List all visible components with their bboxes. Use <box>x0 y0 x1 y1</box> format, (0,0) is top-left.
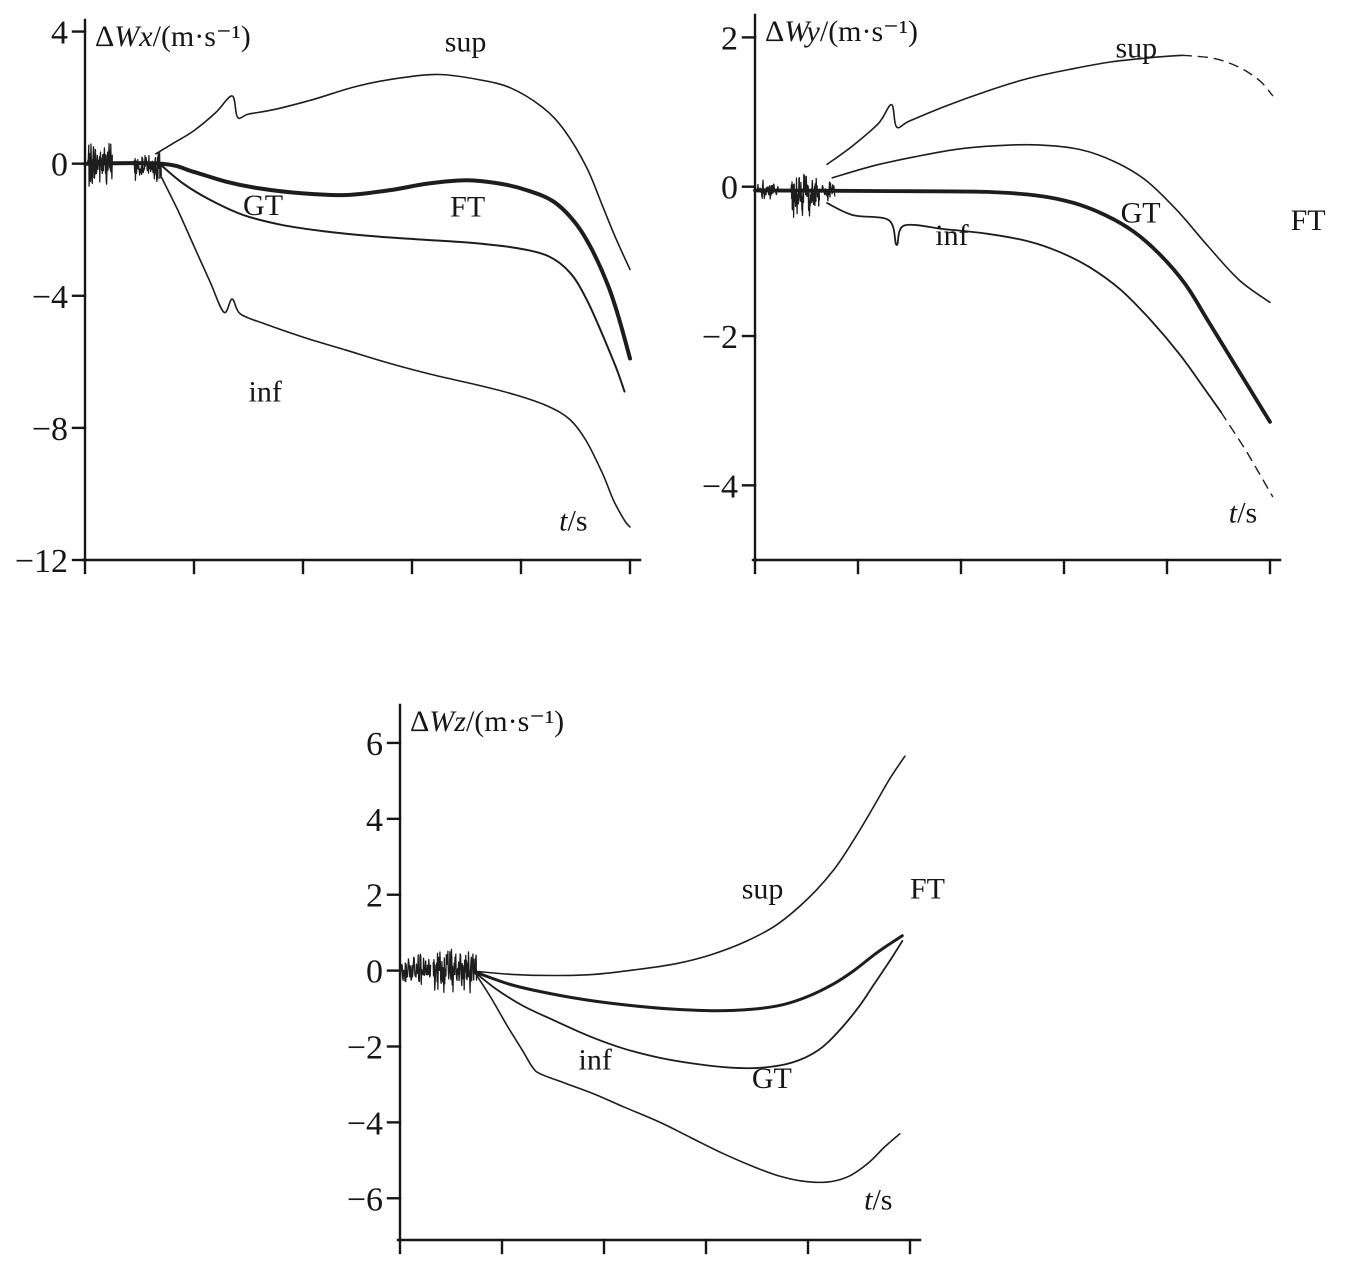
chart-delta-wy: 2 0 −2 −4 ΔWy/(m·s⁻¹) t/s sup inf GT FT <box>700 0 1347 620</box>
curve-label-ft: FT <box>450 191 485 224</box>
y-axis-title: ΔWy/(m·s⁻¹) <box>765 15 918 48</box>
y-tick-label: 2 <box>366 878 383 915</box>
series-GT <box>83 161 632 361</box>
y-tick-label: −2 <box>702 319 738 356</box>
curve-label-inf: inf <box>579 1043 612 1076</box>
curve-label-ft: FT <box>1291 204 1326 237</box>
y-tick-label: −4 <box>32 279 68 316</box>
x-axis-label: t/s <box>1229 497 1257 530</box>
series-mid <box>831 143 1271 304</box>
curve-label-ft: FT <box>910 873 945 906</box>
y-tick-label: 4 <box>366 802 383 839</box>
curve-label-inf: inf <box>249 375 282 408</box>
y-tick-label: 6 <box>366 726 383 763</box>
noise-burst <box>756 179 779 200</box>
series-sup <box>475 755 906 977</box>
chart-delta-wy-svg: 2 0 −2 −4 ΔWy/(m·s⁻¹) t/s sup inf GT FT <box>702 13 1326 575</box>
y-tick-label: −4 <box>702 468 738 505</box>
noise-burst <box>87 142 113 187</box>
y-tick-label: −12 <box>15 543 68 580</box>
y-tick-label: −8 <box>32 411 68 448</box>
series-sup <box>826 54 1184 166</box>
y-tick-label: 0 <box>366 954 383 991</box>
series-inf <box>826 202 1222 414</box>
series-GT <box>753 188 1272 424</box>
noise-burst <box>821 181 836 202</box>
noise-burst <box>432 948 478 994</box>
noise-burst <box>133 152 162 183</box>
series-sup <box>155 73 631 271</box>
y-tick-label: 0 <box>51 147 68 184</box>
chart-delta-wx: 4 0 −4 −8 −12 ΔWx/(m·s⁻¹) t/s sup GT FT inf <box>0 0 660 620</box>
x-axis-label: t/s <box>559 504 587 537</box>
y-tick-label: −2 <box>347 1029 383 1066</box>
curve-label-sup: sup <box>1116 32 1158 65</box>
series-inf-tail <box>1220 411 1274 498</box>
series-GT <box>475 940 904 1070</box>
y-tick-label: 0 <box>721 170 738 207</box>
y-tick-label: 2 <box>721 20 738 57</box>
noise-burst <box>790 173 821 218</box>
chart-delta-wx-svg: 4 0 −4 −8 −12 ΔWx/(m·s⁻¹) t/s sup GT FT inf <box>15 15 642 580</box>
curve-label-gt: GT <box>752 1062 792 1095</box>
y-tick-label: −4 <box>347 1105 383 1142</box>
noise-burst <box>399 953 432 985</box>
x-axis-label: t/s <box>864 1184 892 1217</box>
chart-delta-wz: 6 4 2 0 −2 −4 −6 ΔWz/(m·s⁻¹) t/s sup FT inf GT <box>330 690 980 1278</box>
series-sup-tail <box>1181 54 1274 97</box>
curve-label-gt: GT <box>1121 197 1161 230</box>
curve-label-gt: GT <box>243 189 283 222</box>
y-axis-title: ΔWx/(m·s⁻¹) <box>95 20 251 53</box>
curve-label-inf: inf <box>935 219 968 252</box>
series-FT <box>160 164 626 393</box>
y-axis-title: ΔWz/(m·s⁻¹) <box>410 705 564 738</box>
y-tick-label: 4 <box>51 15 68 52</box>
series-inf <box>160 176 631 528</box>
chart-delta-wz-svg: 6 4 2 0 −2 −4 −6 ΔWz/(m·s⁻¹) t/s sup FT inf GT <box>347 703 945 1255</box>
y-tick-label: −6 <box>347 1181 383 1218</box>
series-inf <box>475 974 901 1184</box>
curve-label-sup: sup <box>742 873 784 906</box>
curve-label-sup: sup <box>445 25 487 58</box>
series-FT <box>475 934 904 1013</box>
